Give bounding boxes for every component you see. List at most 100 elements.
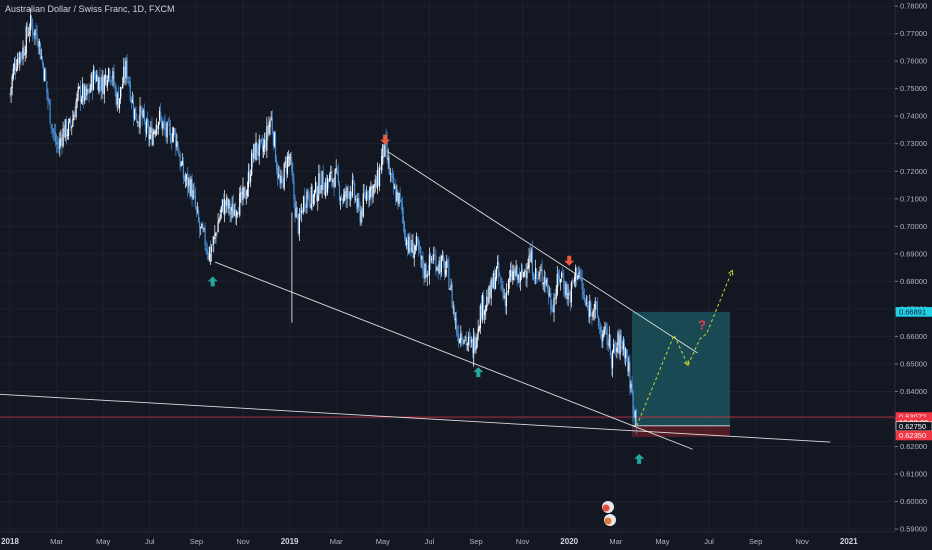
candle-body: [75, 102, 77, 118]
candle-body: [359, 206, 361, 223]
candle-body: [292, 171, 294, 182]
candle-body: [595, 302, 597, 304]
candle-body: [225, 200, 227, 207]
candle-body: [255, 141, 257, 160]
price-tick-label: 0.59000: [900, 525, 927, 534]
candle-body: [283, 163, 285, 189]
candle-body: [309, 203, 311, 209]
price-axis[interactable]: 0.590000.600000.610000.620000.630000.640…: [894, 0, 932, 534]
candle-body: [14, 64, 17, 71]
candle-body: [378, 167, 381, 187]
question-mark: ?: [698, 318, 706, 333]
candle-body: [303, 196, 305, 212]
candle-body: [563, 278, 565, 290]
candle-body: [247, 172, 250, 188]
candle-body: [472, 338, 474, 354]
candle-body: [155, 124, 157, 135]
candle-body: [238, 213, 240, 215]
candle-body: [233, 210, 235, 216]
candle-body: [102, 76, 104, 94]
time-tick-label: Sep: [749, 537, 762, 546]
candle-body: [291, 159, 293, 172]
candle-body: [257, 152, 259, 155]
candle-body: [368, 196, 370, 199]
candle-body: [285, 162, 287, 173]
candle-body: [316, 183, 318, 201]
candle-body: [281, 175, 283, 178]
price-label: 0.62750: [899, 422, 926, 431]
event-flag-icon: [602, 504, 610, 512]
candle-body: [10, 87, 12, 95]
candle-body: [58, 146, 60, 149]
candle-body: [557, 273, 559, 278]
candle-body: [597, 316, 600, 327]
candle-body: [221, 199, 224, 207]
candle-body: [164, 122, 166, 130]
candle-body: [79, 85, 82, 102]
candle-body: [364, 195, 367, 199]
candle-body: [273, 132, 276, 147]
candle-body: [386, 140, 388, 159]
candle-body: [63, 128, 65, 138]
candle-body: [485, 305, 487, 312]
candle-body: [522, 269, 524, 276]
candle-body: [550, 292, 552, 310]
candle-body: [462, 341, 464, 345]
candle-body: [620, 334, 622, 344]
candle-body: [192, 189, 194, 199]
candle-body: [275, 160, 278, 170]
candle-body: [53, 132, 56, 135]
candle-body: [558, 276, 561, 282]
price-series: [9, 8, 637, 434]
candle-body: [245, 197, 247, 199]
candle-body: [206, 249, 208, 255]
candle-body: [48, 100, 50, 102]
candle-body: [450, 285, 452, 289]
candle-body: [260, 138, 263, 143]
candle-body: [280, 176, 282, 184]
arrow-down-icon: [564, 255, 575, 266]
candle-body: [339, 198, 342, 201]
candle-body: [627, 357, 629, 372]
candle-body: [119, 86, 122, 100]
candle-body: [139, 105, 141, 128]
candle-body: [173, 128, 175, 135]
candle-body: [205, 248, 207, 250]
price-tick-label: 0.76000: [900, 57, 927, 66]
candle-body: [246, 188, 248, 196]
candle-body: [300, 210, 303, 213]
candle-body: [343, 194, 345, 202]
candle-body: [171, 133, 174, 142]
candle-body: [465, 335, 467, 346]
candle-body: [80, 98, 83, 103]
grid: [0, 0, 895, 532]
candle-body: [158, 110, 161, 121]
candle-body: [31, 17, 33, 25]
candle-body: [535, 268, 537, 279]
candle-body: [330, 171, 332, 175]
candle-body: [156, 126, 158, 129]
candle-body: [99, 76, 101, 84]
candle-body: [468, 335, 471, 339]
candle-body: [361, 208, 363, 217]
candle-body: [189, 179, 191, 196]
candle-body: [342, 198, 344, 202]
candle-body: [162, 122, 164, 129]
candle-body: [87, 89, 89, 92]
candle-body: [541, 269, 543, 281]
candle-body: [601, 333, 603, 342]
candle-body: [409, 235, 411, 249]
candle-body: [413, 250, 415, 259]
candle-body: [226, 197, 228, 206]
candle-body: [613, 344, 615, 353]
chart-annotations: ?: [207, 134, 734, 464]
candle-body: [51, 128, 53, 130]
candle-body: [526, 270, 528, 279]
candle-body: [499, 274, 501, 276]
time-axis[interactable]: 2018 Mar May Jul Sep Nov 2019 Mar May Jul Sep Nov 20…: [0, 531, 895, 546]
candle-body: [208, 246, 211, 260]
candle-body: [383, 145, 385, 156]
candle-body: [608, 334, 610, 347]
candle-body: [54, 132, 57, 143]
